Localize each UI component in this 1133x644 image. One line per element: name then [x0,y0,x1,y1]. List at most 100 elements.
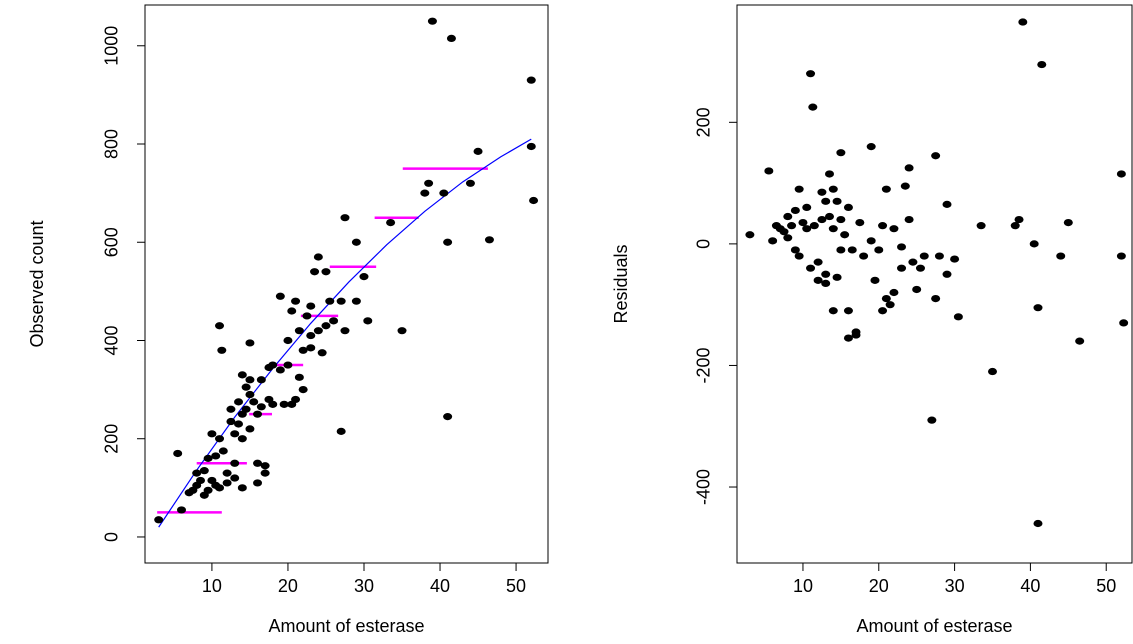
y-tick-label: 800 [102,129,122,159]
point [443,413,453,421]
point [885,301,895,309]
point [859,252,869,260]
point [218,447,228,455]
y-tick-label: 1000 [102,26,122,66]
point [329,317,339,325]
point [912,285,922,294]
point [817,188,827,196]
point [745,231,755,239]
point [256,403,266,411]
point [840,231,850,239]
point [226,405,236,413]
point [203,454,213,462]
point [294,373,304,381]
point [291,297,301,305]
point [987,367,997,376]
point [927,416,937,424]
point [443,238,453,246]
point [283,361,293,369]
y-tick-label: 600 [102,227,122,257]
point [173,449,183,458]
point [529,196,539,205]
point [828,307,838,315]
point [313,327,323,335]
point [283,336,293,345]
point [942,200,952,208]
point [1116,170,1126,178]
point [764,167,774,175]
y-tick-label: 0 [694,239,714,249]
x-tick-label: 40 [1020,576,1040,596]
point [237,435,247,443]
plot-frame [736,4,1133,564]
point [889,288,899,297]
point [866,237,876,245]
x-axis-label: Amount of esterase [268,616,424,636]
x-tick-label: 50 [506,576,526,596]
point [268,400,278,408]
point [310,268,320,276]
point [241,383,251,391]
point [234,398,244,406]
point [790,206,800,215]
point [790,246,800,254]
point [1033,519,1043,528]
point [397,327,407,335]
point [192,469,202,477]
point [260,462,270,470]
point [768,237,778,245]
point [237,371,247,379]
point [275,292,285,300]
point [306,302,316,310]
point [953,313,963,321]
point [870,276,880,284]
point [843,203,853,212]
point [824,212,834,221]
point [1029,240,1039,248]
point [241,405,251,413]
point [306,344,316,352]
y-tick-label: -400 [694,469,714,505]
point [976,222,986,230]
point [950,255,960,263]
point [215,435,225,443]
point [325,297,335,305]
point [1119,319,1129,327]
point [526,142,536,151]
point [783,212,793,221]
point [817,215,827,224]
point [919,252,929,260]
point [268,361,278,369]
point [237,484,247,492]
x-tick-label: 10 [793,576,813,596]
point [484,236,494,244]
point [1063,219,1073,227]
point [832,197,842,205]
point [230,430,240,438]
point [942,270,952,278]
point [794,185,804,193]
point [866,143,876,151]
point [340,327,350,335]
point [294,327,304,335]
point [192,481,202,489]
point [843,307,853,315]
point [154,516,164,524]
point [256,376,266,384]
point [878,222,888,230]
point [336,427,346,435]
point [249,398,259,406]
point [253,459,263,467]
point [446,34,456,43]
point [843,334,853,342]
point [386,219,396,227]
point [787,222,797,230]
point [298,386,308,394]
y-tick-label: 200 [102,424,122,454]
point [821,270,831,278]
point [904,215,914,224]
point [897,264,907,272]
point [211,452,221,460]
point [1037,60,1047,69]
